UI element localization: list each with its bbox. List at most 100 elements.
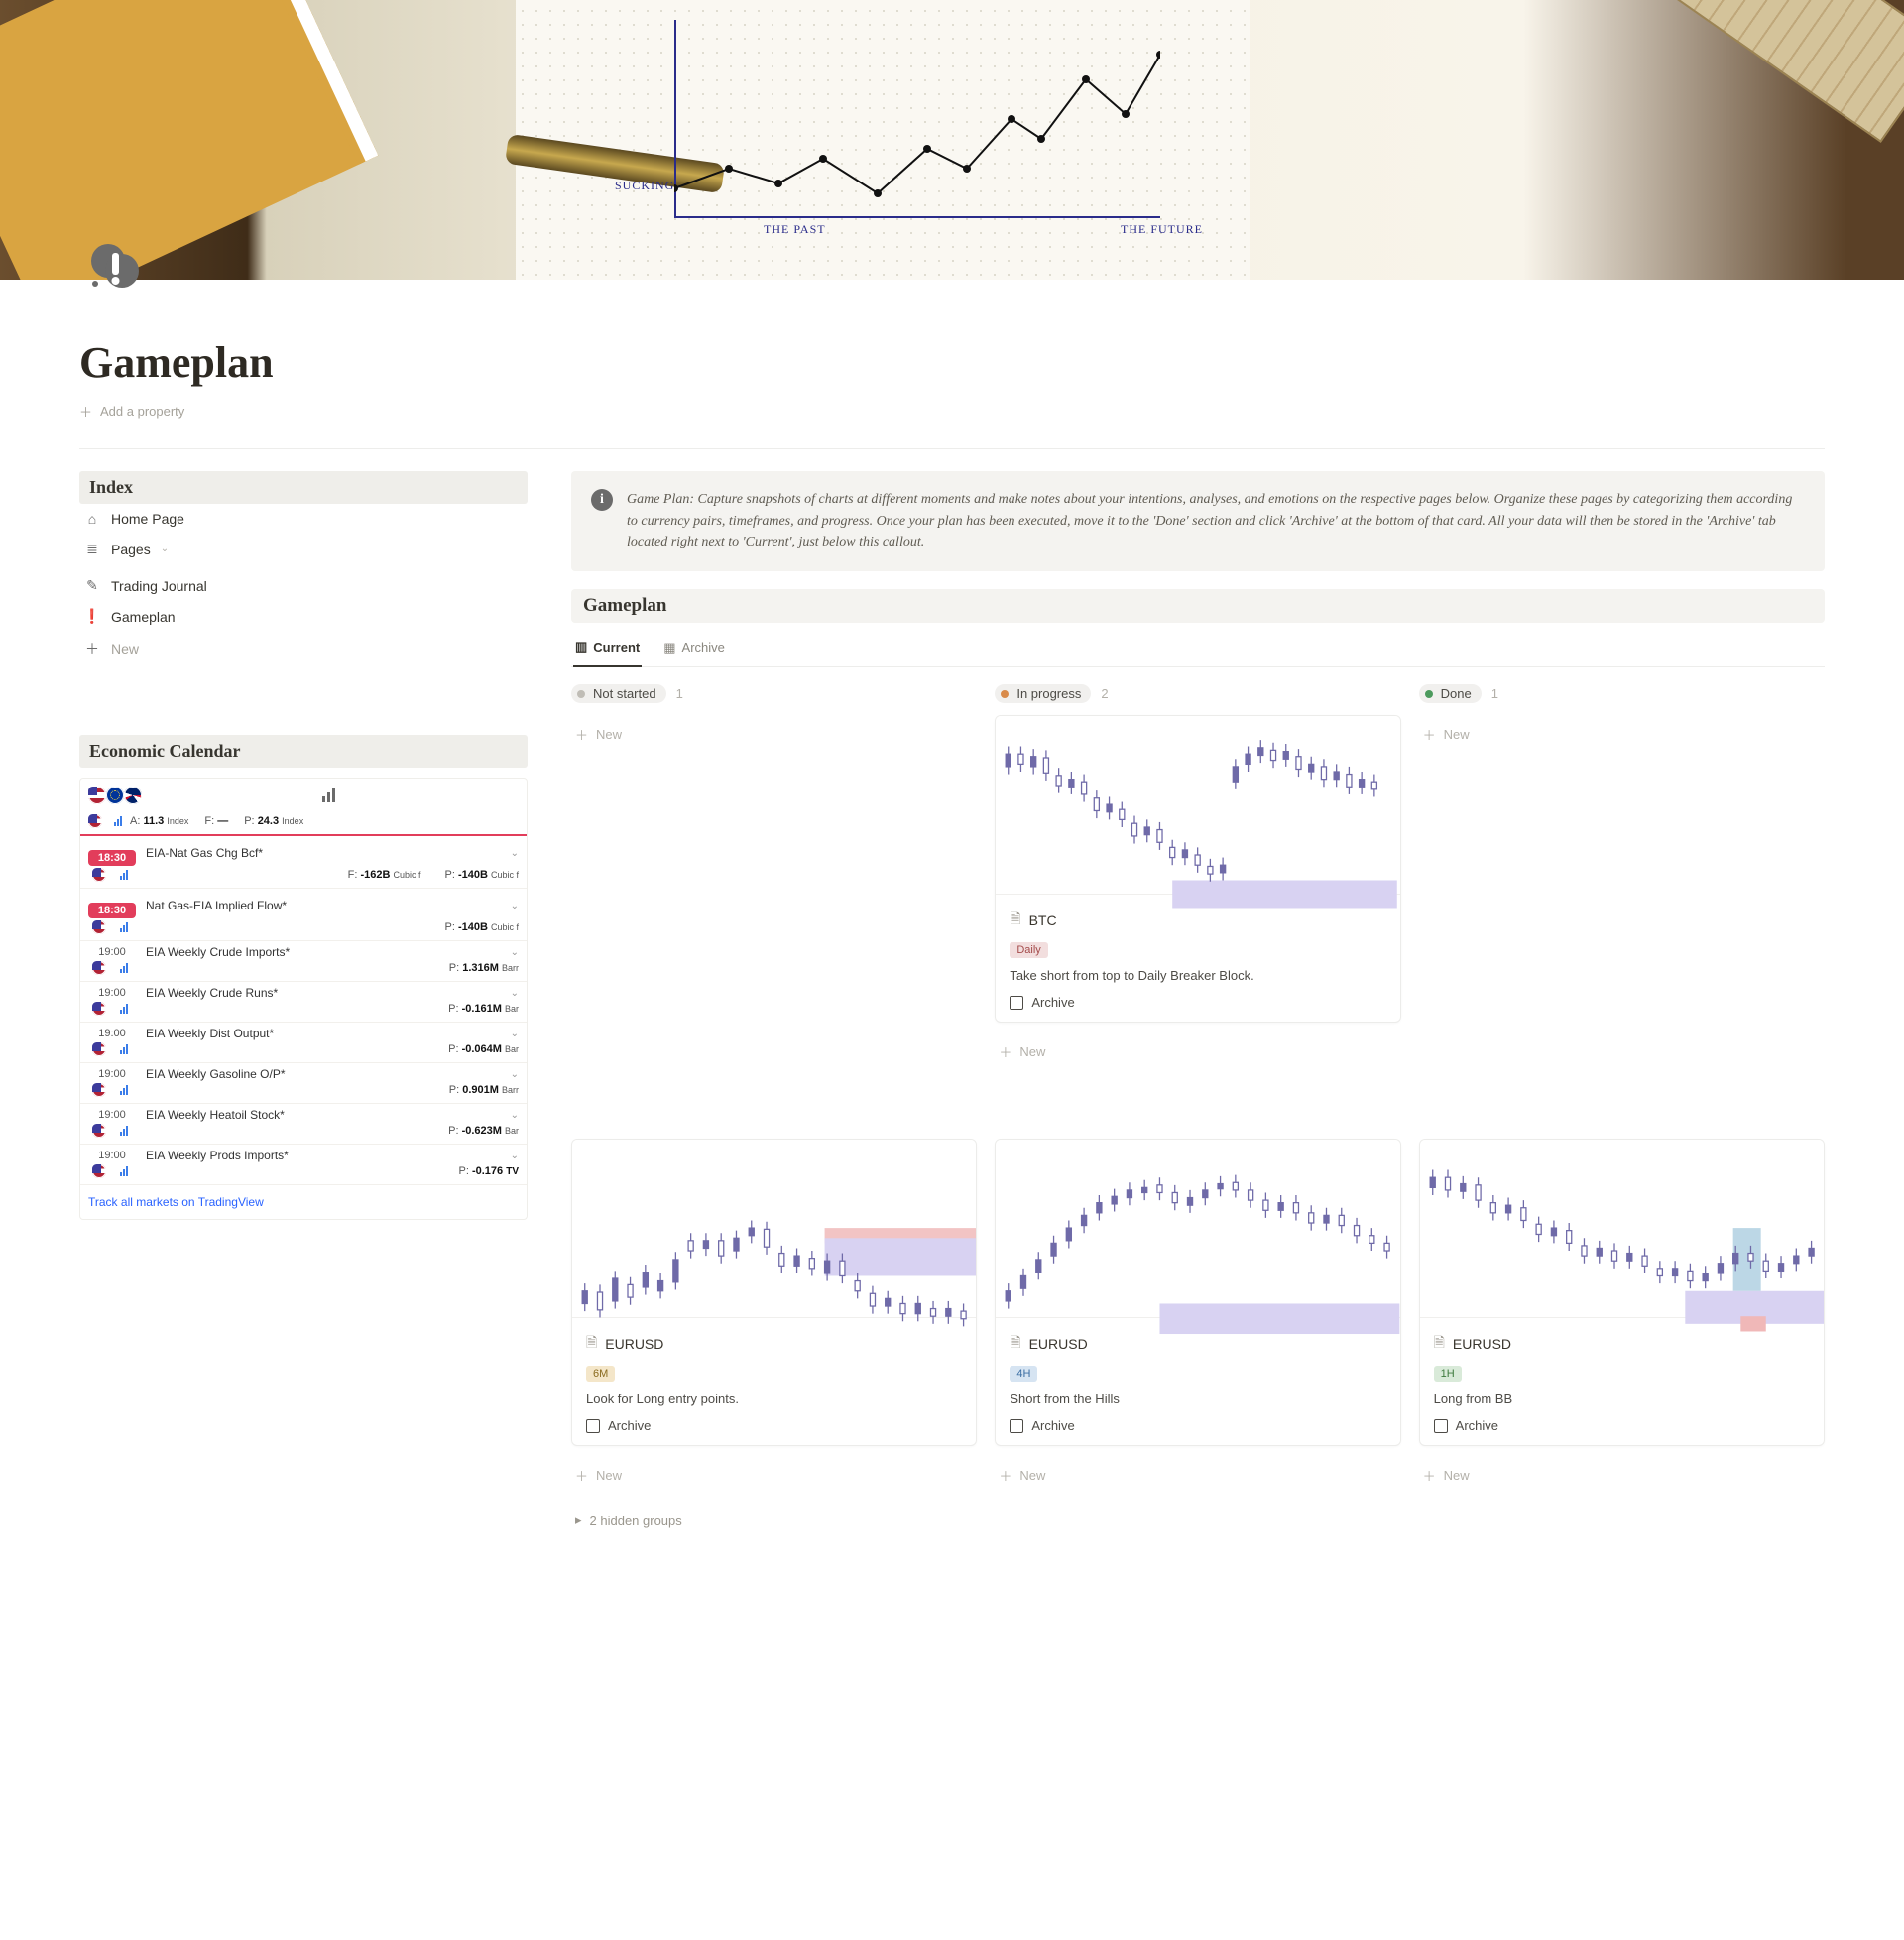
archive-row[interactable]: Archive	[586, 1418, 962, 1433]
index-subitem[interactable]: ✎ Trading Journal	[79, 570, 528, 601]
index-subitem-label: Gameplan	[111, 609, 176, 625]
impact-icon	[120, 1126, 128, 1136]
info-icon: i	[591, 489, 613, 511]
event-values: P: -0.623M Bar	[138, 1125, 519, 1137]
board-column-not-started: Not started 1 ＋ New	[571, 684, 977, 1121]
event-values: P: -0.176 TV	[138, 1165, 519, 1177]
index-item[interactable]: ≣ Pages ⌄	[79, 534, 528, 564]
index-new-label: New	[111, 641, 139, 657]
event-title: EIA Weekly Heatoil Stock*	[146, 1108, 501, 1122]
chevron-down-icon: ⌄	[511, 901, 519, 911]
impact-icon	[120, 922, 128, 932]
economic-calendar-widget: A: 11.3 Index F: — P: 24.3 Index 18:30 E…	[79, 778, 528, 1220]
impact-icon	[120, 963, 128, 973]
status-dot-icon	[1425, 690, 1433, 698]
status-dot-icon	[1001, 690, 1009, 698]
tradingview-attrib	[516, 790, 519, 800]
event-time: 19:00	[88, 1068, 136, 1080]
cover-ylabel: SUCKING	[615, 179, 674, 193]
event-time: 19:00	[88, 1028, 136, 1039]
hidden-groups-label: 2 hidden groups	[590, 1514, 682, 1528]
checkbox-icon[interactable]	[586, 1419, 600, 1433]
tradingview-link[interactable]: Track all markets on TradingView	[88, 1195, 264, 1209]
chevron-right-icon: ▸	[575, 1513, 582, 1528]
archive-label: Archive	[1031, 1418, 1074, 1433]
calendar-event-row[interactable]: 19:00 EIA Weekly Dist Output* ⌄ P: -0.06…	[80, 1023, 527, 1063]
column-header[interactable]: Not started 1	[571, 684, 977, 703]
nav-icon: ❗	[83, 608, 101, 625]
plus-icon: ＋	[575, 1466, 588, 1485]
status-pill: Not started	[571, 684, 666, 703]
calendar-event-row[interactable]: 19:00 EIA Weekly Prods Imports* ⌄ P: -0.…	[80, 1145, 527, 1185]
checkbox-icon[interactable]	[1434, 1419, 1448, 1433]
archive-row[interactable]: Archive	[1434, 1418, 1810, 1433]
archive-row[interactable]: Archive	[1010, 1418, 1385, 1433]
nav-icon: ✎	[83, 577, 101, 594]
board-column-not-started-cont: 🗎 EURUSD 6M Look for Long entry points. …	[571, 1139, 977, 1495]
card-chart-thumbnail	[996, 716, 1399, 895]
event-values: P: 0.901M Barr	[138, 1084, 519, 1096]
new-label: New	[1019, 1044, 1045, 1059]
column-count: 1	[1491, 686, 1498, 701]
board-card[interactable]: 🗎 EURUSD 6M Look for Long entry points. …	[571, 1139, 977, 1446]
new-card-button[interactable]: ＋ New	[995, 1032, 1400, 1071]
new-card-button[interactable]: ＋ New	[995, 1456, 1400, 1495]
tab-label: Current	[593, 640, 640, 655]
column-header[interactable]: Done 1	[1419, 684, 1825, 703]
plus-icon: ＋	[83, 639, 101, 659]
calendar-event-row[interactable]: 19:00 EIA Weekly Heatoil Stock* ⌄ P: -0.…	[80, 1104, 527, 1145]
flag-us-icon	[92, 1002, 106, 1016]
plus-icon: ＋	[999, 1466, 1012, 1485]
status-pill: Done	[1419, 684, 1482, 703]
nav-icon: ≣	[83, 541, 101, 557]
hidden-groups-toggle[interactable]: ▸ 2 hidden groups	[571, 1495, 1825, 1546]
calendar-flags[interactable]	[88, 787, 142, 804]
calendar-event-row[interactable]: 19:00 EIA Weekly Crude Imports* ⌄ P: 1.3…	[80, 941, 527, 982]
timeframe-badge: Daily	[1010, 942, 1047, 958]
calendar-event-row[interactable]: 19:00 EIA Weekly Crude Runs* ⌄ P: -0.161…	[80, 982, 527, 1023]
status-pill: In progress	[995, 684, 1091, 703]
event-time: 19:00	[88, 987, 136, 999]
chevron-down-icon: ⌄	[511, 848, 519, 859]
impact-icon	[120, 1085, 128, 1095]
status-label: Not started	[593, 686, 656, 701]
calendar-event-row[interactable]: 18:30 EIA-Nat Gas Chg Bcf* ⌄ F: -162B Cu…	[80, 836, 527, 889]
index-item-label: Pages	[111, 542, 151, 557]
index-subitem[interactable]: ❗ Gameplan	[79, 601, 528, 632]
page-icon[interactable]	[79, 232, 149, 302]
checkbox-icon[interactable]	[1010, 996, 1023, 1010]
card-note: Take short from top to Daily Breaker Blo…	[1010, 968, 1385, 983]
board-card[interactable]: 🗎 EURUSD 4H Short from the Hills Archive	[995, 1139, 1400, 1446]
event-title: EIA Weekly Crude Imports*	[146, 945, 501, 959]
chevron-down-icon: ⌄	[511, 1110, 519, 1121]
add-property-button[interactable]: ＋ Add a property	[79, 392, 1825, 448]
new-card-button[interactable]: ＋ New	[571, 715, 977, 754]
index-item[interactable]: ⌂ Home Page	[79, 504, 528, 534]
board-card[interactable]: 🗎 BTC Daily Take short from top to Daily…	[995, 715, 1400, 1023]
archive-row[interactable]: Archive	[1010, 995, 1385, 1010]
new-card-button[interactable]: ＋ New	[1419, 715, 1825, 754]
calendar-event-row[interactable]: 19:00 EIA Weekly Gasoline O/P* ⌄ P: 0.90…	[80, 1063, 527, 1104]
new-label: New	[1444, 727, 1470, 742]
event-time: 19:00	[88, 1109, 136, 1121]
archive-label: Archive	[608, 1418, 651, 1433]
new-card-button[interactable]: ＋ New	[1419, 1456, 1825, 1495]
flag-us-icon	[92, 868, 106, 882]
index-subitem-label: Trading Journal	[111, 578, 207, 594]
calendar-event-row[interactable]: 18:30 Nat Gas-EIA Implied Flow* ⌄ P: -14…	[80, 889, 527, 941]
checkbox-icon[interactable]	[1010, 1419, 1023, 1433]
tab-archive[interactable]: ▦Archive	[661, 634, 727, 666]
column-header[interactable]: In progress 2	[995, 684, 1400, 703]
impact-icon	[120, 870, 128, 880]
new-label: New	[1444, 1468, 1470, 1483]
grid-icon: ▦	[663, 640, 675, 656]
event-time: 18:30	[88, 850, 136, 866]
cover-xlabel-left: THE PAST	[764, 222, 826, 237]
index-new-button[interactable]: ＋ New	[79, 632, 528, 666]
board-tabs: ▥Current ▦Archive	[571, 623, 1825, 667]
event-values: F: -162B Cubic f P: -140B Cubic f	[138, 869, 519, 881]
bar-chart-icon[interactable]	[322, 788, 335, 802]
board-card[interactable]: 🗎 EURUSD 1H Long from BB Archive	[1419, 1139, 1825, 1446]
tab-current[interactable]: ▥Current	[573, 633, 642, 667]
new-card-button[interactable]: ＋ New	[571, 1456, 977, 1495]
